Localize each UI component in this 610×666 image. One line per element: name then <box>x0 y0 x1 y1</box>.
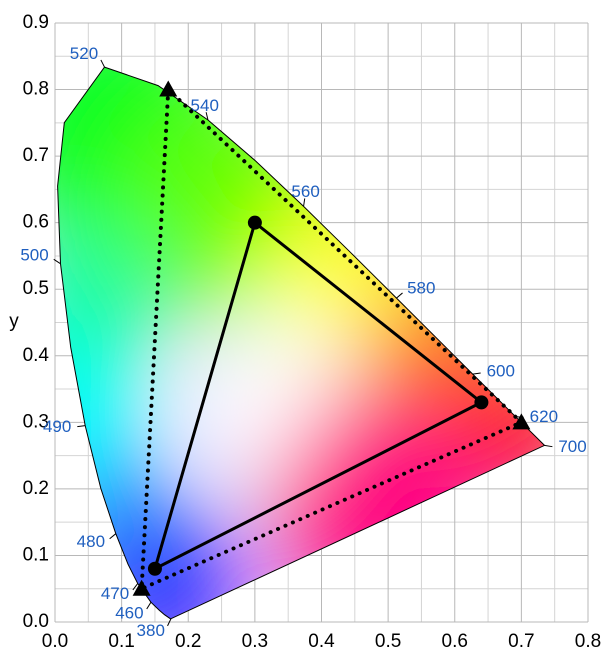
wavelength-label: 700 <box>558 437 586 456</box>
x-tick-label: 0.1 <box>108 631 134 652</box>
wavelength-tick <box>544 444 553 448</box>
primary-marker <box>474 395 489 410</box>
x-tick-label: 0.2 <box>175 631 201 652</box>
wavelength-label: 560 <box>291 182 319 201</box>
wavelength-tick <box>303 198 306 207</box>
color-blob <box>240 310 340 410</box>
y-tick-label: 0.8 <box>23 79 49 100</box>
wavelength-tick <box>146 601 152 610</box>
wavelength-tick <box>167 618 172 627</box>
y-tick-label: 0.5 <box>23 278 49 299</box>
wavelength-label: 520 <box>70 44 98 63</box>
y-tick-label: 0.9 <box>23 12 49 33</box>
y-tick-label: 0.4 <box>23 345 50 366</box>
y-tick-label: 0.1 <box>23 544 49 565</box>
wavelength-label: 470 <box>101 584 129 603</box>
wavelength-tick <box>53 258 61 265</box>
gamut-triangle <box>139 85 525 592</box>
y-tick-label: 0.3 <box>23 411 49 432</box>
spectral-locus <box>57 66 546 620</box>
x-tick-label: 0.0 <box>42 631 68 652</box>
color-blob <box>450 360 545 500</box>
wavelength-label: 480 <box>77 532 105 551</box>
color-blob <box>60 460 180 580</box>
wavelength-label: 380 <box>137 621 165 640</box>
wavelength-label: 580 <box>407 279 435 298</box>
primary-marker <box>147 561 162 576</box>
gamut-triangle <box>152 220 485 572</box>
x-tick-label: 0.4 <box>308 631 335 652</box>
x-tick-label: 0.6 <box>442 631 468 652</box>
wavelength-label: 540 <box>191 96 219 115</box>
wavelength-tick <box>77 425 86 428</box>
wavelength-tick <box>472 372 481 375</box>
wavelength-tick <box>132 583 139 591</box>
wavelength-tick <box>205 112 209 121</box>
wavelength-tick <box>100 59 105 68</box>
y-tick-label: 0.0 <box>23 611 49 632</box>
x-tick-label: 0.7 <box>508 631 534 652</box>
wavelength-tick <box>396 292 403 299</box>
x-tick-label: 0.5 <box>375 631 401 652</box>
primary-marker <box>159 80 178 97</box>
wavelength-tick <box>109 533 117 540</box>
y-tick-label: 0.7 <box>23 145 49 166</box>
wavelength-label: 460 <box>115 604 143 623</box>
x-tick-label: 0.3 <box>242 631 268 652</box>
wavelength-label: 620 <box>530 407 558 426</box>
y-axis-label: y <box>9 311 19 332</box>
primary-marker <box>512 413 531 430</box>
wavelength-label: 500 <box>20 246 48 265</box>
wavelength-label: 490 <box>43 417 71 436</box>
primary-marker <box>247 215 262 230</box>
y-tick-label: 0.2 <box>23 478 49 499</box>
y-tick-label: 0.6 <box>23 212 49 233</box>
x-tick-label: 0.8 <box>575 631 601 652</box>
primary-marker <box>132 579 151 596</box>
wavelength-label: 600 <box>487 362 515 381</box>
color-blob <box>57 230 160 370</box>
